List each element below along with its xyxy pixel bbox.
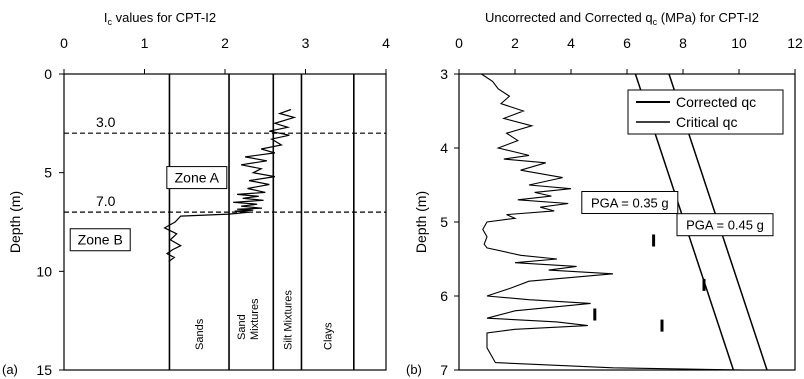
ic-y-tick-label: 0 xyxy=(44,66,52,82)
qc-x-tick-label: 2 xyxy=(511,35,519,51)
qc-chart-title: Uncorrected and Corrected qc (MPa) for C… xyxy=(485,10,759,27)
pga-annotation: PGA = 0.45 g xyxy=(686,218,764,233)
corrected-qc-point xyxy=(652,234,656,247)
zone-label-box xyxy=(166,166,228,190)
ic-x-tick-label: 2 xyxy=(221,35,229,51)
soil-class-label: Clays xyxy=(323,322,335,350)
qc-x-tick-label: 10 xyxy=(731,35,747,51)
ic-y-tick-label: 10 xyxy=(36,263,52,279)
zone-label: Zone A xyxy=(175,170,220,186)
uncorrected-qc-line xyxy=(481,73,745,371)
depth-line-label: 7.0 xyxy=(96,193,116,209)
soil-class-label: SandMixtures xyxy=(236,298,261,340)
zone-labels: Zone A Zone B xyxy=(69,166,228,252)
ic-x-tick-labels: 0 1 2 3 4 xyxy=(60,35,390,51)
ic-x-tick-label: 0 xyxy=(60,35,68,51)
soil-class-labels: Sands SandMixtures Silt Mixtures Clays xyxy=(194,290,334,350)
legend: Corrected qc Critical qc xyxy=(627,89,784,135)
qc-x-tick-labels: 0 2 4 6 8 10 12 xyxy=(455,35,803,51)
qc-x-tick-label: 4 xyxy=(567,35,575,51)
panel-a-label: (a) xyxy=(2,362,18,377)
qc-y-axis-label: Depth (m) xyxy=(413,191,429,253)
qc-y-tick-label: 4 xyxy=(440,140,448,156)
corrected-qc-points xyxy=(593,234,706,332)
depth-lines: 3.0 7.0 xyxy=(64,114,386,213)
qc-y-tick-label: 5 xyxy=(440,214,448,230)
legend-box xyxy=(627,89,784,135)
ic-x-tick-label: 3 xyxy=(302,35,310,51)
ic-x-tick-label: 4 xyxy=(382,35,390,51)
zone-label: Zone B xyxy=(78,232,123,248)
pga-annotation-box xyxy=(581,191,679,214)
qc-x-tick-label: 0 xyxy=(455,35,463,51)
ic-profile xyxy=(163,108,297,262)
qc-y-tick-label: 6 xyxy=(440,288,448,304)
qc-panel: Uncorrected and Corrected qc (MPa) for C… xyxy=(406,10,803,378)
uncorrected-qc-profile xyxy=(481,73,745,371)
pga-annotation: PGA = 0.35 g xyxy=(591,196,669,211)
pga-annotations: PGA = 0.35 g PGA = 0.45 g xyxy=(581,191,774,237)
corrected-qc-point xyxy=(702,278,706,291)
qc-x-tick-label: 8 xyxy=(679,35,687,51)
qc-y-tick-label: 7 xyxy=(440,362,448,378)
panel-b-label: (b) xyxy=(406,362,422,377)
ic-y-tick-labels: 0 5 10 15 xyxy=(36,66,52,378)
legend-label-critical: Critical qc xyxy=(676,114,737,130)
soil-class-label: Sands xyxy=(194,318,206,350)
qc-y-tick-label: 3 xyxy=(440,66,448,82)
legend-label-corrected: Corrected qc xyxy=(676,94,756,110)
qc-x-tick-label: 12 xyxy=(787,35,803,51)
pga-annotation-box xyxy=(676,213,774,237)
corrected-qc-point xyxy=(593,308,597,321)
depth-line-label: 3.0 xyxy=(96,114,116,130)
soil-class-label: Silt Mixtures xyxy=(282,290,294,350)
ic-panel: Ic values for CPT-I2 0 1 2 3 4 0 5 10 15 Depth … xyxy=(2,10,390,378)
zone-label-box xyxy=(69,228,131,252)
ic-chart-title: Ic values for CPT-I2 xyxy=(104,10,216,27)
ic-y-tick-label: 5 xyxy=(44,165,52,181)
ic-y-tick-label: 15 xyxy=(36,362,52,378)
ic-y-axis-label: Depth (m) xyxy=(7,191,23,253)
ic-x-tick-label: 1 xyxy=(141,35,149,51)
ic-profile-line xyxy=(163,108,297,262)
qc-x-tick-label: 6 xyxy=(623,35,631,51)
qc-y-tick-labels: 3 4 5 6 7 xyxy=(440,66,448,378)
corrected-qc-point xyxy=(660,319,664,332)
